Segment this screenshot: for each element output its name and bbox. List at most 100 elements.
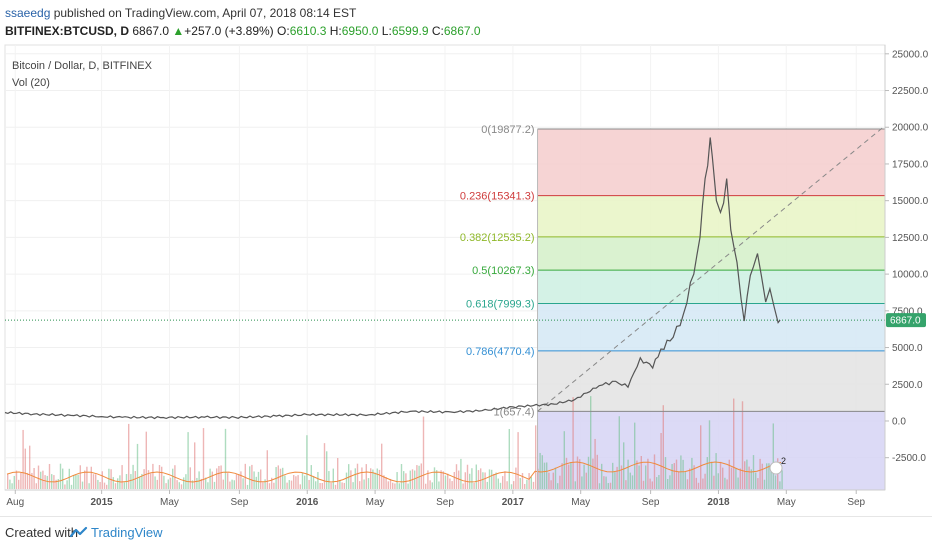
- volume-bar: [568, 464, 570, 489]
- volume-bar: [497, 478, 499, 489]
- volume-bar: [68, 468, 70, 489]
- volume-bar: [493, 473, 495, 489]
- x-axis[interactable]: Aug 2015 May Sep 2016 May Sep 2017 May Sep 2018 May…: [6, 490, 866, 508]
- volume-bar: [321, 483, 323, 489]
- volume-bar: [255, 476, 257, 489]
- volume-bar: [640, 456, 642, 489]
- volume-bar: [55, 479, 57, 489]
- x-tick-label: 2017: [502, 497, 525, 508]
- volume-bar: [416, 465, 418, 489]
- volume-bar: [147, 470, 150, 489]
- volume-bar: [202, 428, 205, 489]
- volume-bar: [150, 473, 152, 489]
- volume-bar: [293, 475, 295, 489]
- volume-bar: [59, 463, 62, 489]
- volume-bar: [612, 462, 614, 489]
- x-tick-label: May: [366, 497, 385, 508]
- volume-bar: [559, 475, 561, 489]
- fib-zone: [537, 129, 885, 196]
- last-price: 6867.0: [132, 24, 170, 38]
- volume-bar: [172, 468, 174, 489]
- volume-bar: [341, 482, 343, 489]
- volume-bar: [62, 468, 64, 489]
- volume-bar: [18, 479, 20, 489]
- volume-bar: [574, 481, 576, 489]
- author-link[interactable]: ssaeedg: [5, 6, 51, 20]
- volume-bar: [462, 483, 464, 489]
- volume-bar: [251, 464, 253, 489]
- volume-bar: [535, 425, 537, 489]
- x-tick-label: 2018: [707, 497, 730, 508]
- volume-bar: [334, 484, 337, 489]
- volume-bar: [524, 483, 526, 489]
- volume-ma-line: [6, 461, 782, 483]
- trend-line[interactable]: [537, 125, 886, 412]
- volume-bar: [66, 480, 68, 489]
- y-tick-label: 15000.0: [892, 196, 929, 207]
- y-tick-label: 5000.0: [892, 343, 923, 354]
- volume-bar: [169, 477, 172, 489]
- volume-bar: [517, 432, 519, 489]
- volume-bar: [400, 464, 403, 489]
- volume-bar: [772, 423, 774, 489]
- volume-bar: [451, 481, 453, 489]
- volume-bar: [585, 472, 587, 489]
- x-tick-label: May: [777, 497, 796, 508]
- price-change: +257.0 (+3.89%): [184, 24, 274, 38]
- volume-bar: [323, 443, 326, 489]
- volume-bar: [642, 480, 645, 489]
- volume-bar: [739, 468, 741, 489]
- volume-bar: [339, 480, 341, 489]
- volume-bar: [504, 471, 506, 489]
- volume-bar: [686, 479, 689, 489]
- volume-bar: [398, 483, 400, 489]
- volume-bar: [326, 451, 328, 489]
- volume-bar: [359, 481, 361, 489]
- volume-bar: [271, 477, 273, 489]
- fib-level-label: 0.618(7999.3): [466, 298, 535, 310]
- volume-bar: [348, 464, 350, 489]
- volume-bar: [141, 473, 143, 489]
- volume-bar: [475, 464, 477, 489]
- volume-bar: [282, 467, 284, 489]
- volume-bar: [218, 465, 220, 489]
- volume-bar: [200, 478, 202, 489]
- volume-bars: [6, 396, 783, 489]
- volume-bar: [370, 468, 372, 489]
- volume-bar: [579, 459, 581, 489]
- volume-bar: [433, 467, 436, 489]
- volume-bar: [97, 479, 99, 489]
- volume-bar: [337, 458, 339, 489]
- event-badge[interactable]: 2: [769, 456, 786, 475]
- volume-bar: [299, 484, 301, 489]
- volume-bar: [583, 464, 585, 489]
- volume-bar: [436, 470, 438, 489]
- fib-level-label: 0.236(15341.3): [460, 191, 535, 203]
- last-price-label: 6867.0: [890, 316, 921, 327]
- volume-bar: [385, 477, 387, 489]
- volume-bar: [187, 432, 189, 489]
- volume-bar: [233, 480, 235, 489]
- volume-bar: [134, 471, 136, 489]
- tradingview-brand-link[interactable]: TradingView: [91, 525, 163, 540]
- tradingview-logo-icon[interactable]: [70, 526, 88, 540]
- last-price-marker: 6867.0: [886, 313, 926, 328]
- volume-bar: [26, 472, 29, 489]
- volume-bar: [477, 470, 480, 489]
- volume-bar: [367, 478, 370, 489]
- volume-bar: [13, 475, 15, 489]
- volume-bar: [240, 471, 242, 489]
- volume-bar: [695, 477, 697, 489]
- volume-bar: [704, 473, 706, 489]
- volume-bar: [354, 468, 356, 489]
- volume-bar: [636, 460, 638, 489]
- legend-volume: Vol (20): [12, 77, 50, 89]
- volume-bar: [603, 476, 605, 489]
- volume-bar: [196, 477, 198, 489]
- volume-bar: [156, 479, 158, 489]
- fib-zone: [537, 270, 885, 304]
- y-tick-label: 0.0: [892, 416, 906, 427]
- volume-bar: [209, 468, 211, 489]
- price-chart[interactable]: 0(19877.2) 0.236(15341.3) 0.382(12535.2) 0.…: [0, 42, 932, 516]
- y-axis[interactable]: 25000.0 22500.0 20000.0 17500.0 15000.0 12500…: [885, 49, 929, 464]
